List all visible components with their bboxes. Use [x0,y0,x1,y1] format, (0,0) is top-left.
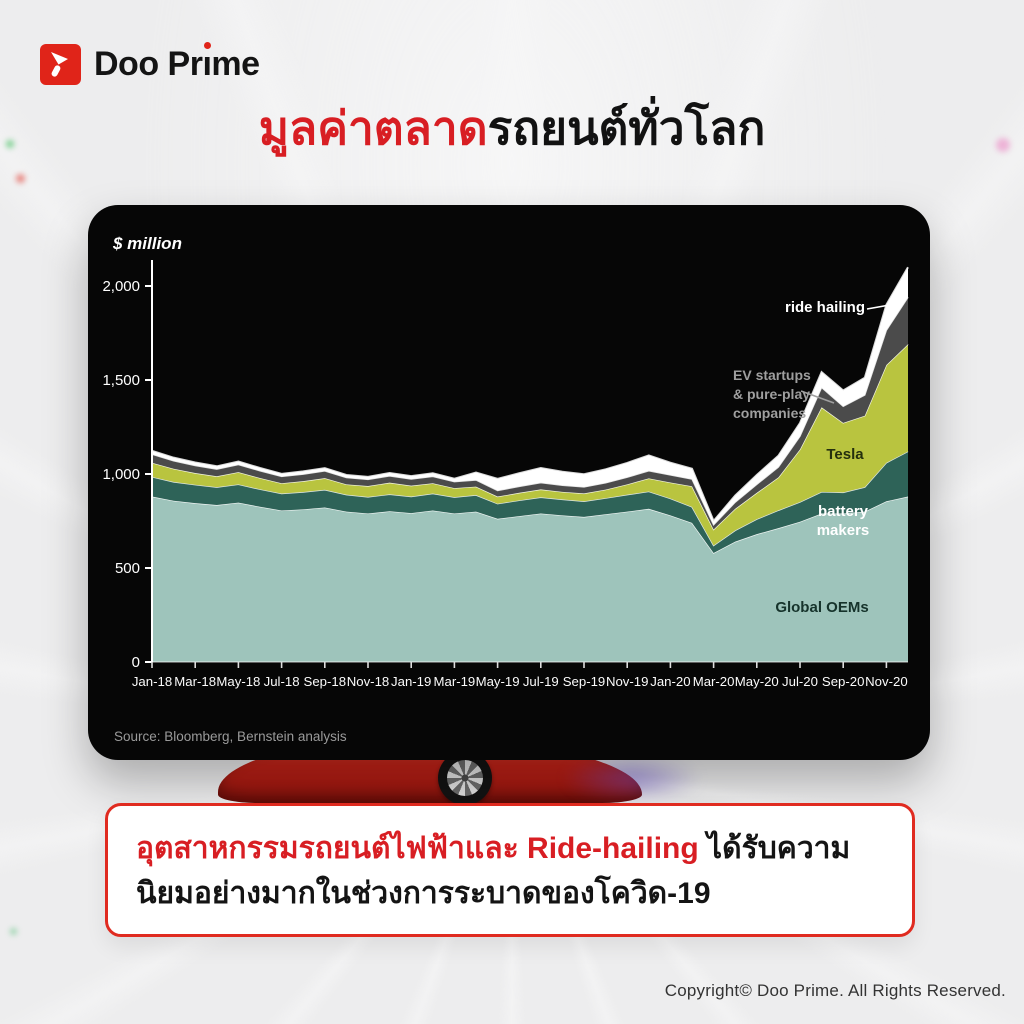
y-tick-label: 1,500 [102,372,140,389]
series-label-ride-hailing: ride hailing [784,299,865,316]
x-tick-label: Jan-19 [391,674,431,689]
brand-header: Doo Prı me [40,42,260,85]
series-label-global-oems: Global OEMs [775,599,869,616]
series-label-tesla: Tesla [826,446,864,463]
x-tick-label: Jan-20 [650,674,690,689]
chart-panel: $ million 0 500 1,000 1,500 2,000 Jan-18 Mar-1… [88,205,930,760]
x-tick-label: Nov-19 [606,674,649,689]
area-0 [152,496,908,662]
bokeh-dot [16,174,25,183]
x-tick-label: Sep-18 [304,674,347,689]
stacked-area-chart: 0 500 1,000 1,500 2,000 Jan-18 Mar-18 May-18 Jul… [102,260,909,689]
x-tick-label: Sep-20 [822,674,865,689]
series-label-battery-makers: battery makers [816,503,870,539]
doo-prime-logo-icon [40,44,81,85]
x-tick-label: Mar-20 [693,674,735,689]
callout-red-text: อุตสาหกรรมรถยนต์ไฟฟ้าและ Ride-hailing [136,832,708,865]
x-tick-label: Nov-18 [347,674,390,689]
x-tick-label: Mar-18 [174,674,216,689]
logo-arrow-icon [51,52,68,77]
y-tick-label: 2,000 [102,278,140,295]
page-title-red: มูลค่าตลาด [258,102,488,154]
callout-box: อุตสาหกรรมรถยนต์ไฟฟ้าและ Ride-hailing ได… [105,803,915,937]
x-tick-label: May-20 [735,674,779,689]
x-tick-label: Sep-19 [563,674,606,689]
x-tick-label: Nov-20 [865,674,908,689]
car-wheel [438,751,492,805]
x-tick-label: Jul-20 [782,674,818,689]
bokeh-dot [996,138,1010,152]
bokeh-dot [10,928,17,935]
callout-black-text: ได้รับความนิยมอย่างมากในช่วงการระบาดของโ… [136,832,851,910]
page-title-black: รถยนต์ทั่วโลก [487,102,766,154]
copyright-text: Copyright© Doo Prime. All Rights Reserve… [664,981,1006,1000]
area-top-edge [151,266,909,523]
bokeh-dot [6,140,14,148]
source-note: Source: Bloomberg, Bernstein analysis [114,729,347,744]
x-tick-label: Jul-18 [264,674,300,689]
ride-hailing-leader-line [866,303,896,310]
y-axis-unit-label: $ million [113,234,182,253]
y-tick-label: 1,000 [102,466,140,483]
brand-name: Doo Prı me [94,42,260,85]
car-light-blur [562,755,702,801]
y-tick-label: 0 [132,654,140,671]
car-wheel-hub [452,765,478,791]
x-tick-label: May-18 [216,674,260,689]
brand-name-part: Doo Pr [94,45,203,83]
series-label-ev-startups: EV startups & pure-play companies [733,367,811,421]
page-title: มูลค่าตลาดรถยนต์ทั่วโลก [0,102,1024,154]
x-tick-label: May-19 [476,674,520,689]
ev-startups-leader-line [800,390,835,404]
brand-i-dot [204,42,212,49]
x-tick-label: Jul-19 [523,674,559,689]
x-tick-label: Mar-19 [434,674,476,689]
y-tick-label: 500 [115,560,140,577]
area-4 [152,267,908,525]
area-1 [152,451,908,553]
x-tick-label: Jan-18 [132,674,172,689]
